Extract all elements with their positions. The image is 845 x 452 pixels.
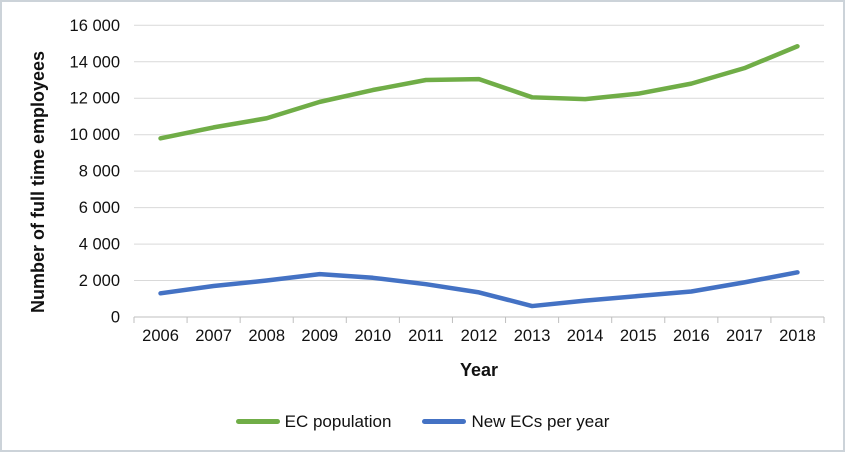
gridlines [134,24,824,318]
x-tick-label: 2008 [248,327,285,345]
ec-population-line-swatch [235,419,280,424]
y-tick-label: 10 000 [70,126,120,144]
x-axis-ticks [133,317,825,323]
x-tick-label: 2010 [354,327,391,345]
x-tick-label: 2011 [408,327,443,345]
y-tick-label: 6 000 [79,199,120,217]
legend: EC population New ECs per year [2,413,843,430]
new-ecs-per-year-line [158,270,800,309]
y-tick-label: 16 000 [70,17,120,35]
y-axis-title: Number of full time employees [28,51,48,313]
y-tick-label: 2 000 [79,272,120,290]
x-tick-label: 2014 [567,327,604,345]
legend-item-ec-population: EC population [235,412,392,431]
y-tick-label: 4 000 [79,236,120,254]
x-tick-label: 2009 [301,327,338,345]
x-tick-label: 2018 [779,327,816,345]
legend-label: EC population [284,412,392,431]
x-tick-label: 2012 [461,327,498,345]
x-tick-label: 2017 [726,327,763,345]
x-tick-label: 2006 [142,327,179,345]
y-tick-label: 0 [111,309,120,327]
x-axis-title: Year [460,360,498,380]
x-axis-labels: 2006 2007 2008 2009 2010 2011 2012 2013 2014 2015… [142,327,816,345]
y-tick-label: 14 000 [70,53,120,71]
y-tick-label: 8 000 [79,163,120,181]
x-tick-label: 2015 [620,327,657,345]
legend-item-new-ecs-per-year: New ECs per year [422,413,609,430]
y-axis-labels: 0 2 000 4 000 6 000 8 000 10 000 12 000 14 000 1… [70,17,120,327]
x-tick-label: 2013 [514,327,551,345]
new-ecs-per-year-line-swatch [422,419,467,424]
x-tick-label: 2007 [195,327,232,345]
ec-population-line [158,44,800,141]
y-tick-label: 12 000 [70,90,120,108]
legend-label: New ECs per year [471,412,610,431]
x-tick-label: 2016 [673,327,710,345]
